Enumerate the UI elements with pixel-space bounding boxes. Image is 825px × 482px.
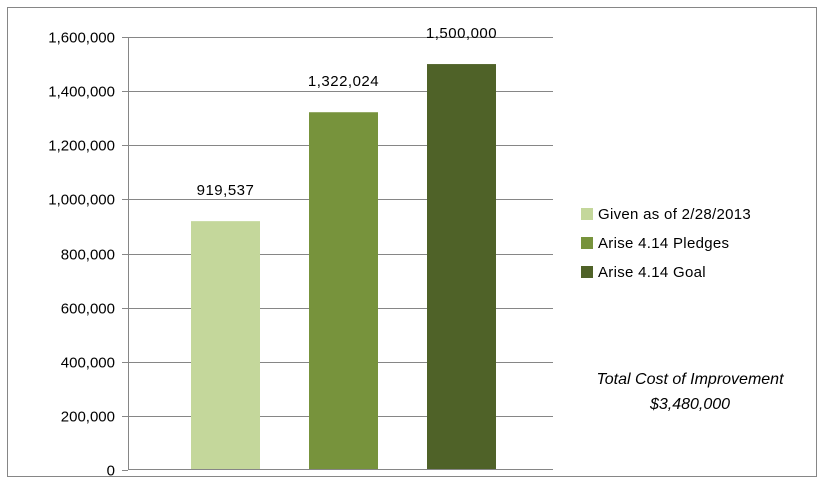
chart-frame — [7, 7, 817, 477]
y-tick-label: 1,200,000 — [48, 138, 115, 155]
legend-label: Arise 4.14 Pledges — [598, 235, 729, 252]
y-tick-label: 1,400,000 — [48, 84, 115, 101]
annotation: Total Cost of Improvement $3,480,000 — [596, 371, 784, 413]
y-tick-label: 600,000 — [61, 301, 115, 318]
y-tick-label: 0 — [107, 463, 115, 480]
legend: Given as of 2/28/2013 Arise 4.14 Pledges A… — [581, 206, 751, 281]
y-tick-labels: 0 200,000 400,000 600,000 800,000 1,000,000 1,… — [48, 30, 115, 480]
bar — [427, 64, 496, 469]
data-labels: 919,537 1,322,024 1,500,000 — [197, 25, 497, 199]
data-label: 1,322,024 — [308, 73, 379, 90]
legend-label: Given as of 2/28/2013 — [598, 206, 751, 223]
y-tick-label: 1,000,000 — [48, 192, 115, 209]
data-label: 1,500,000 — [426, 25, 497, 42]
y-tick-label: 800,000 — [61, 247, 115, 264]
total-cost-label: Total Cost of Improvement — [596, 371, 784, 388]
bar — [309, 112, 378, 469]
y-tick-label: 400,000 — [61, 355, 115, 372]
bar — [191, 221, 260, 469]
legend-swatch — [581, 208, 593, 220]
axes — [122, 37, 553, 471]
bars — [191, 64, 496, 469]
data-label: 919,537 — [197, 182, 255, 199]
legend-swatch — [581, 266, 593, 278]
total-cost-value: $3,480,000 — [649, 396, 730, 413]
legend-label: Arise 4.14 Goal — [598, 264, 706, 281]
legend-swatch — [581, 237, 593, 249]
y-tick-label: 1,600,000 — [48, 30, 115, 47]
y-tick-label: 200,000 — [61, 409, 115, 426]
